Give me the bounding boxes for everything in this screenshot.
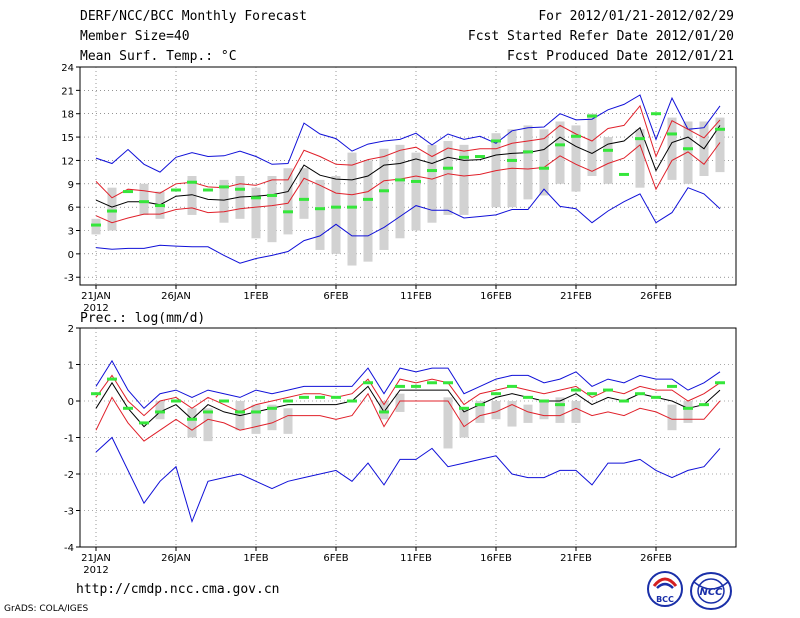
temp-y-tick-label: 18 [61, 110, 74, 121]
temp-spread-box [268, 176, 277, 242]
temp-spread-box [140, 184, 149, 215]
temp-spread-box [92, 219, 101, 235]
prec-y-tick-label: -4 [64, 543, 74, 554]
temp-x-tick-label: 6FEB [323, 291, 348, 302]
source-url[interactable]: http://cmdp.ncc.cma.gov.cn [76, 582, 280, 597]
temp-y-tick-label: 15 [61, 133, 74, 144]
prec-x-tick-label: 16FEB [480, 553, 512, 564]
temp-spread-box [460, 145, 469, 215]
temp-spread-box [348, 153, 357, 266]
temp-spread-box [588, 114, 597, 176]
prec-spread-box [460, 408, 469, 437]
temp-y-tick-label: 12 [61, 156, 74, 167]
prec-y-tick-label: 1 [68, 361, 74, 372]
prec-x-tick-label: 11FEB [400, 553, 432, 564]
temp-spread-box [556, 122, 565, 184]
bcc-logo: BCC [646, 570, 686, 610]
prec-y-tick-label: -2 [64, 470, 74, 481]
prec-x-tick-label: 26FEB [640, 553, 672, 564]
prec-spread-box [188, 408, 197, 437]
bcc-logo-text: BCC [656, 595, 674, 604]
temp-spread-box [316, 180, 325, 250]
temp-spread-box [412, 153, 421, 231]
prec-spread-box [572, 401, 581, 423]
temp-spread-box [396, 145, 405, 238]
prec-spread-box [252, 405, 261, 434]
temp-series-ensemble-mean [96, 125, 720, 207]
temp-spread-box [380, 149, 389, 250]
prec-x-tick-label: 21JAN [81, 553, 111, 564]
temp-x-tick-label: 16FEB [480, 291, 512, 302]
prec-x-tick-label: 6FEB [323, 553, 348, 564]
ncc-logo: NCC [688, 570, 734, 612]
prec-spread-box [540, 401, 549, 419]
prec-spread-box [444, 397, 453, 448]
temp-x-tick-label: 11FEB [400, 291, 432, 302]
prec-y-tick-label: 0 [68, 397, 74, 408]
chart-canvas: 21JAN 26JAN 1FEB 6FEB 11FEB 16FEB 21FEB 26FEB20… [0, 0, 800, 618]
temperature-panel: 21JAN 26JAN 1FEB 6FEB 11FEB 16FEB 21FEB 26FEB 20… [61, 63, 736, 314]
prec-x-year-label: 2012 [83, 565, 108, 576]
precip-panel-title: Prec.: log(mm/d) [80, 311, 205, 326]
temp-y-tick-label: -3 [64, 273, 74, 284]
temp-y-tick-label: 21 [61, 86, 74, 97]
temp-x-tick-label: 26JAN [161, 291, 191, 302]
prec-spread-box [396, 394, 405, 412]
temp-x-tick-label: 26FEB [640, 291, 672, 302]
prec-y-tick-label: -3 [64, 507, 74, 518]
precipitation-panel: 21JAN 26JAN 1FEB 6FEB 11FEB 16FEB 21FEB 26FEB20… [64, 311, 736, 576]
temp-spread-box [284, 168, 293, 234]
temp-y-tick-label: 24 [61, 63, 74, 74]
prec-y-tick-label: -1 [64, 434, 74, 445]
prec-series-ensemble-min [96, 438, 720, 522]
ncc-logo-text: NCC [699, 587, 723, 598]
temp-y-tick-label: 9 [68, 180, 74, 191]
temp-spread-box [332, 176, 341, 254]
temp-y-tick-label: 6 [68, 203, 74, 214]
prec-x-tick-label: 1FEB [243, 553, 268, 564]
temp-spread-box [252, 188, 261, 239]
temp-spread-box [300, 168, 309, 219]
prec-x-tick-label: 26JAN [161, 553, 191, 564]
temp-x-tick-label: 1FEB [243, 291, 268, 302]
prec-spread-box [524, 405, 533, 423]
prec-y-tick-label: 2 [68, 324, 74, 335]
prec-spread-box [284, 408, 293, 434]
temp-x-tick-label: 21JAN [81, 291, 111, 302]
grads-credit: GrADS: COLA/IGES [4, 604, 88, 614]
temp-y-tick-label: 3 [68, 227, 74, 238]
temp-x-tick-label: 21FEB [560, 291, 592, 302]
prec-x-tick-label: 21FEB [560, 553, 592, 564]
temp-spread-box [524, 125, 533, 199]
temp-spread-box [444, 141, 453, 215]
temp-y-tick-label: 0 [68, 250, 74, 261]
